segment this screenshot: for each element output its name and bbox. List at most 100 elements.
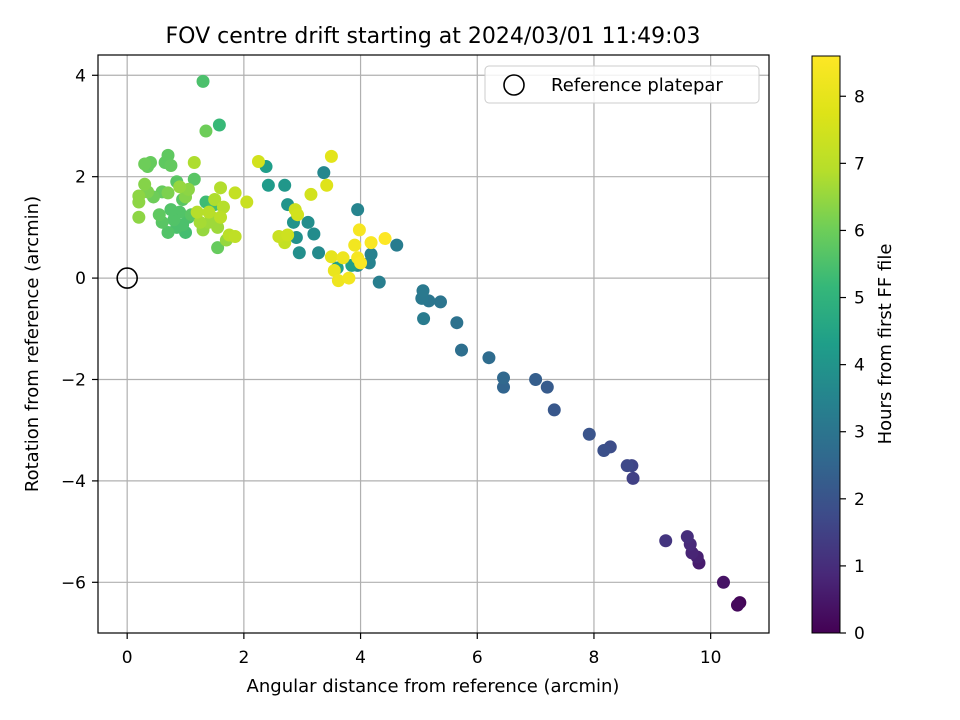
- data-point: [187, 172, 201, 186]
- colorbar-tick-label: 1: [854, 557, 865, 577]
- y-tick-label: −2: [61, 370, 86, 390]
- data-point: [336, 251, 350, 265]
- data-point: [497, 371, 511, 385]
- data-point: [196, 74, 210, 88]
- data-point: [320, 178, 334, 192]
- x-tick-label: 2: [238, 648, 249, 668]
- colorbar-label: Hours from first FF file: [875, 244, 896, 445]
- data-point: [324, 149, 338, 163]
- data-point: [342, 271, 356, 285]
- data-point: [416, 284, 430, 298]
- y-tick-label: 2: [75, 168, 86, 188]
- data-point: [199, 124, 213, 138]
- plot-background: [98, 55, 769, 633]
- data-point: [214, 210, 228, 224]
- y-tick-label: −6: [61, 573, 86, 593]
- data-point: [317, 166, 331, 180]
- data-point: [327, 263, 341, 277]
- data-point: [167, 213, 181, 227]
- data-point: [372, 275, 386, 289]
- scatter-points: [132, 74, 747, 612]
- x-tick-label: 8: [589, 648, 600, 668]
- colorbar-tick-label: 7: [854, 154, 865, 174]
- x-tick-label: 6: [472, 648, 483, 668]
- data-point: [214, 181, 228, 195]
- data-point: [352, 223, 366, 237]
- colorbar-tick-label: 5: [854, 289, 865, 309]
- x-tick-label: 4: [355, 648, 366, 668]
- y-tick-label: −4: [61, 472, 86, 492]
- data-point: [597, 443, 611, 457]
- data-point: [324, 250, 338, 264]
- data-point: [301, 215, 315, 229]
- data-point: [680, 530, 694, 544]
- legend-box: [484, 65, 760, 104]
- data-point: [351, 203, 365, 217]
- data-point: [291, 208, 305, 222]
- colorbar-tick-label: 6: [854, 221, 865, 241]
- data-point: [354, 256, 368, 270]
- data-point: [161, 225, 175, 239]
- data-point: [331, 274, 345, 288]
- data-point: [228, 186, 242, 200]
- colorbar-tick-label: 8: [854, 87, 865, 107]
- data-point: [132, 195, 146, 209]
- data-point: [173, 180, 187, 194]
- legend-label: Reference platepar: [551, 75, 723, 96]
- data-point: [216, 200, 230, 214]
- colorbar-tick-label: 2: [854, 490, 865, 510]
- x-tick-label: 0: [122, 648, 133, 668]
- chart-title: FOV centre drift starting at 2024/03/01 …: [166, 24, 701, 49]
- data-point: [211, 241, 225, 255]
- data-point: [582, 427, 596, 441]
- data-point: [212, 118, 226, 132]
- data-point: [164, 159, 178, 173]
- data-point: [152, 208, 166, 222]
- y-axis: −6 −4 −2 0 2 4: [61, 66, 98, 593]
- colorbar-ticks: 0 1 2 3 4 5 6 7 8: [840, 87, 865, 644]
- data-point: [626, 471, 640, 485]
- data-point: [193, 215, 207, 229]
- data-point: [378, 232, 392, 246]
- y-tick-label: 0: [75, 269, 86, 289]
- data-point: [364, 236, 378, 250]
- colorbar-tick-label: 3: [854, 423, 865, 443]
- data-point: [138, 177, 152, 191]
- data-point: [455, 343, 469, 357]
- data-point: [132, 210, 146, 224]
- data-point: [208, 193, 222, 206]
- data-point: [251, 154, 265, 168]
- colorbar-tick-label: 4: [854, 356, 865, 376]
- x-tick-label: 10: [700, 648, 722, 668]
- data-point: [228, 230, 242, 244]
- y-axis-label: Rotation from reference (arcmin): [22, 196, 43, 492]
- reference-platepar-marker: [116, 267, 138, 289]
- data-point: [497, 380, 511, 394]
- x-axis: 0 2 4 6 8 10: [122, 633, 722, 668]
- x-axis-label: Angular distance from reference (arcmin): [247, 676, 620, 697]
- data-point: [307, 227, 321, 241]
- data-point: [417, 312, 431, 326]
- data-point: [620, 459, 634, 473]
- data-point: [190, 205, 204, 219]
- data-point: [304, 187, 318, 201]
- data-point: [730, 598, 744, 612]
- grid-lines: [98, 55, 769, 633]
- data-point: [202, 205, 216, 219]
- data-point: [390, 238, 404, 252]
- data-point: [187, 155, 201, 169]
- legend-marker-icon: [503, 74, 525, 96]
- data-point: [161, 148, 175, 162]
- plot-frame: [97, 54, 770, 634]
- data-point: [659, 534, 673, 548]
- data-point: [482, 351, 496, 365]
- data-point: [211, 220, 225, 234]
- data-point: [261, 178, 275, 192]
- data-point: [716, 575, 730, 589]
- colorbar-gradient: [811, 55, 841, 634]
- data-point: [138, 157, 152, 171]
- data-point: [161, 186, 175, 200]
- data-point: [278, 178, 292, 192]
- data-point: [240, 195, 254, 209]
- colorbar-tick-label: 0: [854, 624, 865, 644]
